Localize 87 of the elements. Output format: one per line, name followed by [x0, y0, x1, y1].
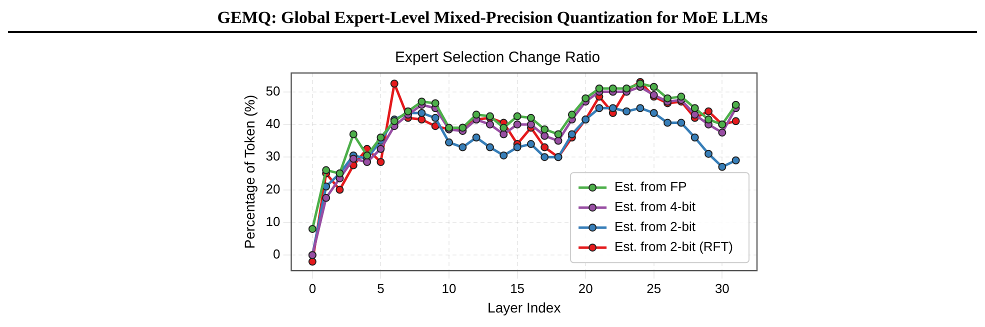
point — [526, 120, 535, 128]
x-tick-label: 15 — [510, 280, 525, 296]
point — [418, 109, 426, 118]
point — [513, 120, 522, 128]
x-tick-label: 10 — [442, 280, 456, 296]
x-tick-label: 25 — [646, 280, 662, 296]
y-tick-label: 0 — [273, 246, 280, 262]
point — [431, 114, 440, 122]
point — [636, 104, 644, 112]
point — [677, 92, 686, 101]
point — [349, 154, 358, 163]
point — [622, 107, 631, 116]
point — [500, 151, 508, 160]
point — [595, 84, 604, 93]
point — [704, 116, 713, 124]
point — [608, 104, 617, 112]
point — [732, 156, 740, 164]
point — [445, 138, 454, 146]
point — [431, 99, 440, 108]
point — [363, 151, 372, 160]
point — [677, 118, 686, 127]
point — [336, 186, 344, 194]
point — [718, 128, 726, 137]
point — [704, 107, 713, 116]
point — [540, 153, 549, 162]
point — [458, 143, 467, 152]
point — [390, 80, 398, 88]
point — [418, 98, 426, 106]
point — [718, 162, 726, 171]
point — [540, 125, 549, 134]
x-tick-label: 5 — [377, 280, 384, 296]
point — [554, 130, 562, 138]
legend-label: Est. from FP — [614, 179, 687, 194]
point — [513, 112, 522, 120]
x-tick-label: 30 — [714, 280, 730, 296]
legend-label: Est. from 2-bit — [614, 219, 696, 234]
point — [540, 143, 549, 152]
point — [664, 118, 672, 127]
point — [349, 130, 358, 138]
point — [554, 136, 562, 145]
point — [472, 134, 480, 142]
point — [308, 258, 316, 266]
point — [486, 120, 494, 128]
point — [732, 100, 740, 109]
x-axis-title: Layer Index — [488, 299, 561, 316]
point — [690, 134, 699, 142]
point — [431, 122, 440, 130]
point — [664, 94, 672, 102]
point — [582, 94, 590, 102]
point — [486, 143, 494, 152]
point — [568, 110, 576, 119]
point — [732, 117, 740, 126]
y-tick-label: 30 — [266, 148, 280, 164]
point — [376, 158, 385, 166]
x-tick-label: 0 — [308, 280, 316, 296]
point — [568, 130, 576, 138]
point — [376, 144, 385, 153]
point — [608, 84, 617, 93]
point — [472, 110, 480, 119]
y-tick-label: 40 — [266, 116, 280, 132]
point — [526, 140, 535, 148]
y-tick-label: 20 — [266, 181, 280, 196]
point — [513, 143, 522, 152]
point — [650, 109, 658, 118]
point — [500, 130, 508, 138]
point — [363, 158, 372, 166]
point — [650, 82, 658, 91]
legend-label: Est. from 4-bit — [614, 199, 696, 214]
point — [704, 150, 713, 158]
point — [540, 132, 549, 140]
point — [500, 124, 508, 132]
point — [690, 104, 699, 112]
point — [595, 104, 604, 112]
y-tick-label: 50 — [266, 83, 280, 98]
legend-label: Est. from 2-bit (RFT) — [614, 239, 734, 254]
y-tick-label: 10 — [266, 214, 280, 230]
point — [418, 116, 426, 124]
point — [526, 114, 535, 122]
x-tick-label: 20 — [578, 280, 593, 296]
point — [308, 224, 316, 233]
point — [376, 134, 385, 142]
chart-title: Expert Selection Change Ratio — [394, 49, 600, 66]
y-axis-title: Percentage of Token (%) — [241, 94, 258, 249]
point — [322, 194, 330, 202]
point — [690, 110, 699, 119]
point — [322, 166, 330, 174]
text: GEMQ: Global Expert-Level Mixed-Precision Quantization for MoE LLMs — [216, 8, 769, 29]
